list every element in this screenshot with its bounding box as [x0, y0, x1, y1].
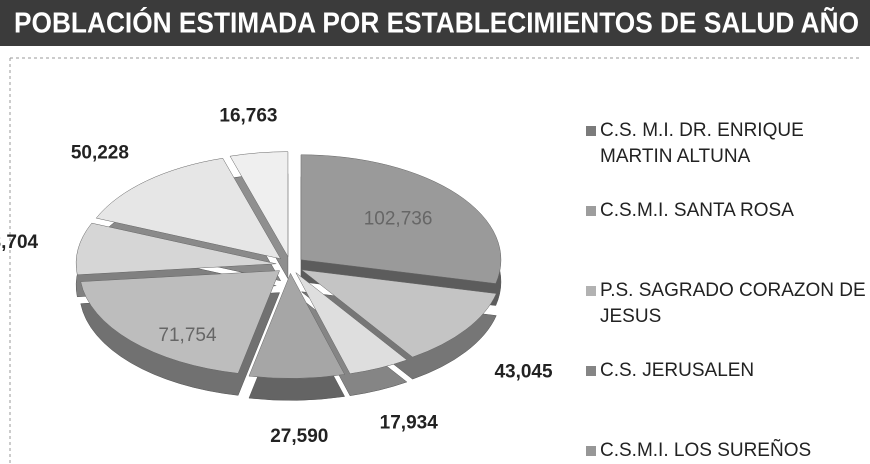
slice: [75, 222, 277, 276]
legend-swatch: [586, 126, 596, 136]
pie: [75, 151, 502, 401]
data-label: 16,763: [219, 105, 277, 126]
title-banner: [0, 0, 870, 46]
legend-label: C.S.M.I. LOS SUREÑOS: [600, 440, 812, 461]
slice: [229, 151, 289, 258]
legend-entry: C.S.M.I. LOS SUREÑOS: [586, 438, 870, 464]
data-label: 27,590: [270, 426, 328, 447]
data-label: 17,934: [380, 412, 439, 433]
slice: [295, 272, 408, 374]
slice: [300, 269, 497, 358]
legend-entry: C.S. M.I. DR. ENRIQUE MARTIN ALTUNA: [586, 118, 870, 170]
data-label: 71,754: [158, 325, 217, 346]
legend-label: C.S. JERUSALEN: [600, 360, 755, 381]
legend-entry: C.S.M.I. SANTA ROSA: [586, 198, 870, 224]
legend-label: C.S.M.I. SANTA ROSA: [600, 200, 794, 221]
slice: [248, 272, 346, 379]
slice: [95, 157, 282, 260]
data-label: 43,045: [494, 361, 553, 382]
legend-swatch: [586, 366, 596, 376]
legend-entry: C.S. JERUSALEN: [586, 358, 870, 384]
slice: [80, 270, 280, 374]
legend-swatch: [586, 206, 596, 216]
data-label: 50,228: [71, 142, 129, 163]
slice: [300, 154, 502, 284]
legend-entry: P.S. SAGRADO CORAZON DE JESUS: [586, 278, 870, 330]
data-label: 102,736: [364, 208, 433, 229]
data-label: 28,704: [0, 232, 39, 253]
legend-label: C.S. M.I. DR. ENRIQUE MARTIN ALTUNA: [600, 120, 804, 167]
legend-swatch: [586, 286, 596, 296]
chart-title: POBLACIÓN ESTIMADA POR ESTABLECIMIENTOS …: [14, 6, 859, 40]
legend-swatch: [586, 446, 596, 456]
legend-label: P.S. SAGRADO CORAZON DE JESUS: [600, 280, 866, 327]
